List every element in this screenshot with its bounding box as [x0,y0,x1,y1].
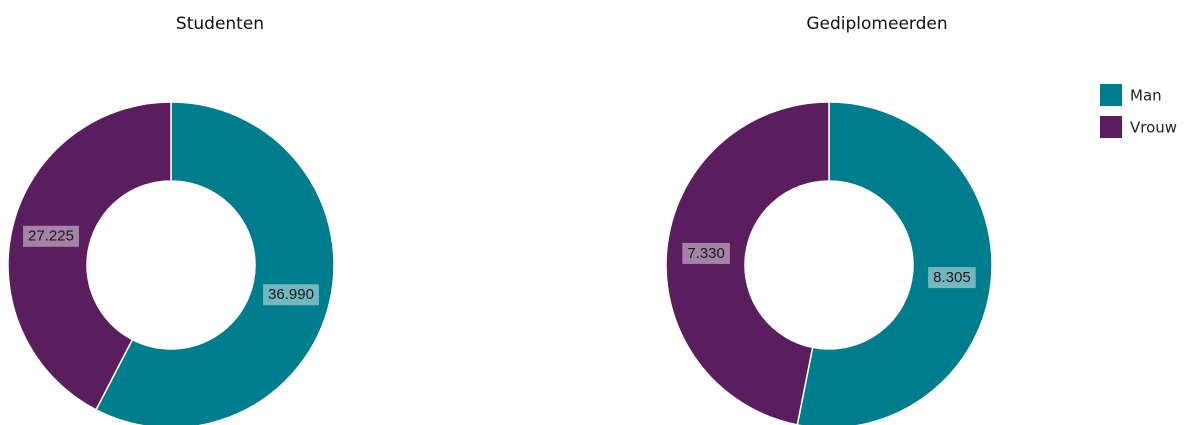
chart-title: Gediplomeerden [806,14,947,34]
donut-slice [796,101,993,425]
data-label-text: 36.990 [268,286,314,303]
legend-swatch [1100,84,1122,106]
data-label-bg [928,267,976,289]
donut-slice [7,101,172,411]
legend-label: Man [1130,87,1162,105]
data-label: 36.990 [263,284,319,306]
legend-swatch [1100,116,1122,138]
data-label-bg [263,284,319,306]
data-label: 8.305 [928,267,976,289]
data-label-bg [682,242,730,264]
data-label: 27.225 [23,225,79,247]
data-label-text: 27.225 [28,228,74,245]
legend-label: Vrouw [1130,119,1177,137]
chart-title: Studenten [176,14,264,34]
data-label: 7.330 [682,242,730,264]
donut-slice [665,101,830,425]
data-label-bg [23,225,79,247]
data-label-text: 7.330 [687,245,725,262]
data-label-text: 8.305 [933,269,971,286]
donut-slice [95,101,335,425]
